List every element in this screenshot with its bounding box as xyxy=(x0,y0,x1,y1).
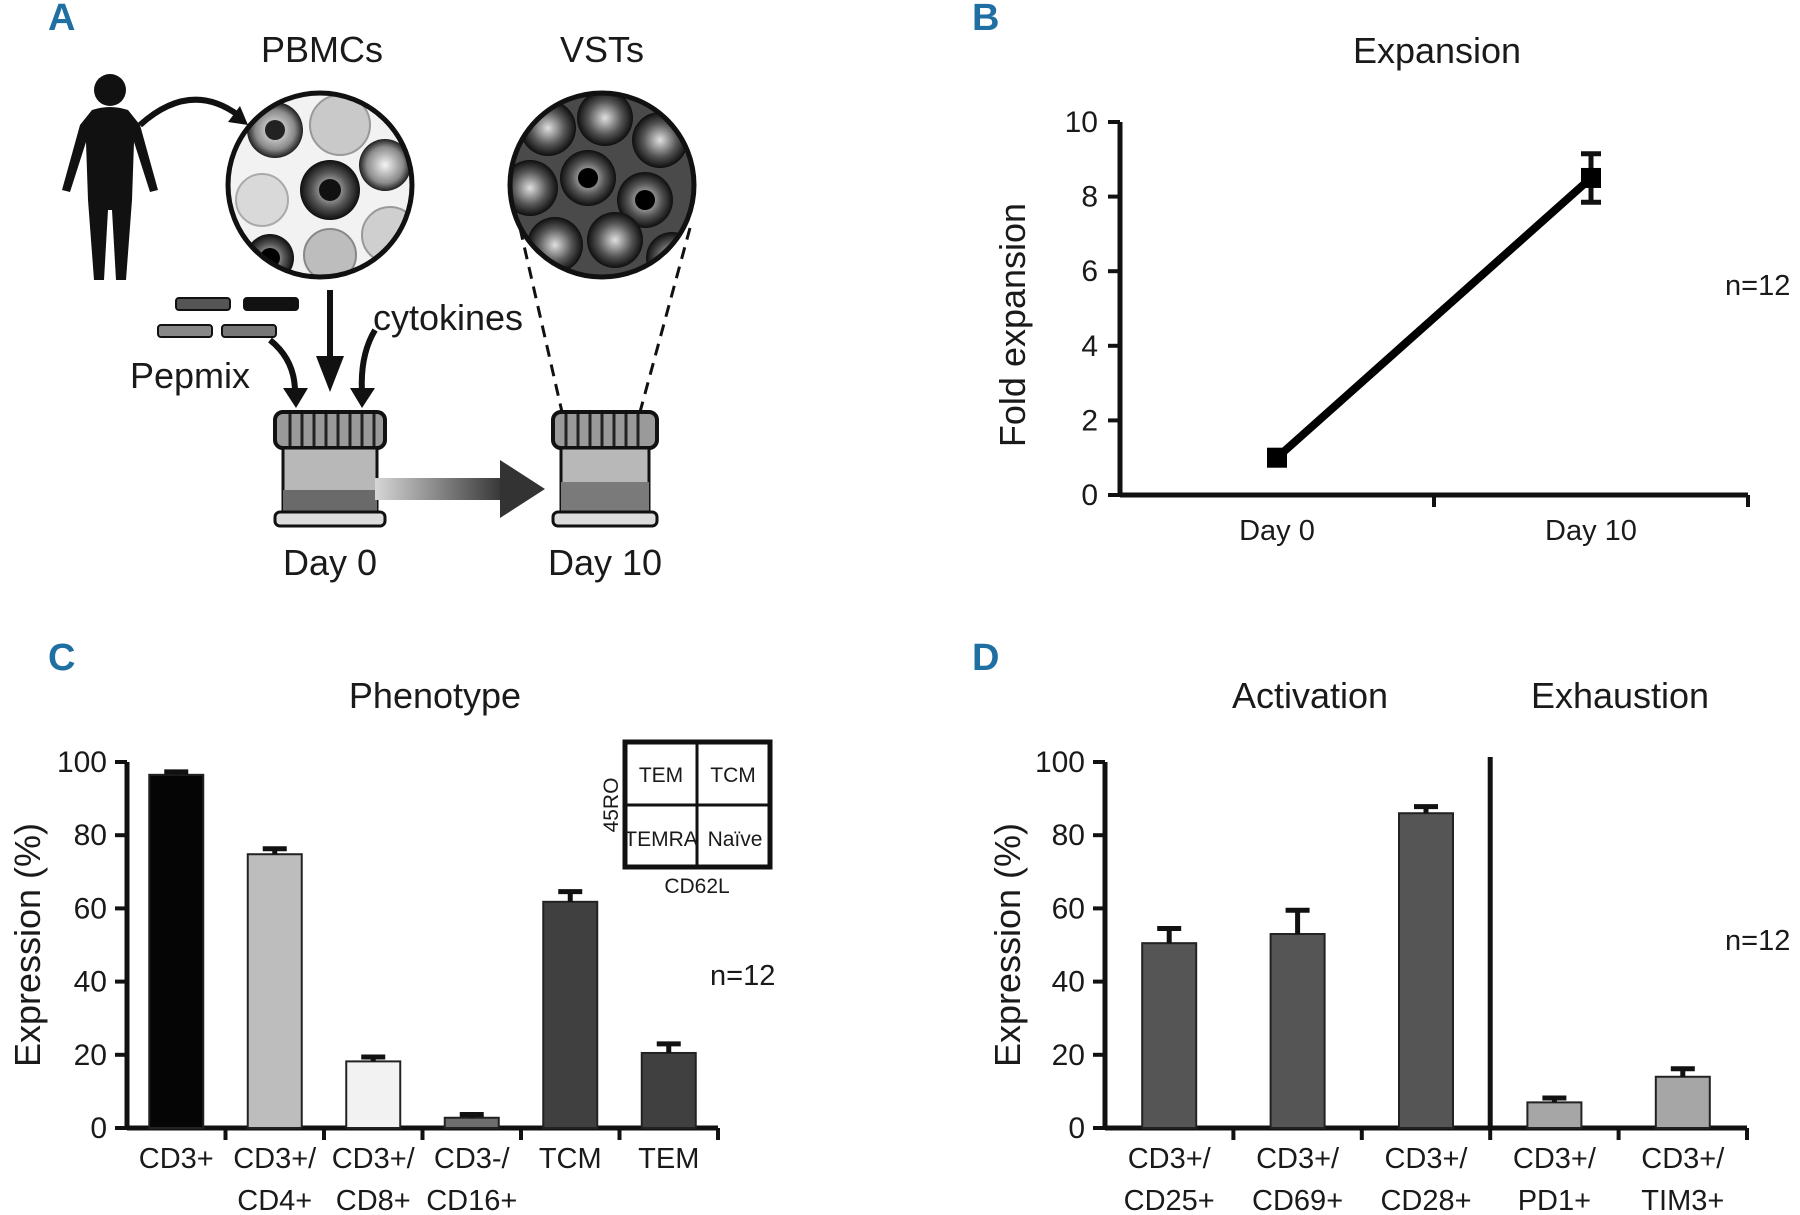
y-tick-label: 4 xyxy=(1081,330,1098,363)
x-tick-label: Day 0 xyxy=(1239,515,1315,547)
chart-b-plot-area: 0 2 4 6 8 10 Day 0 Day 10 xyxy=(1065,106,1750,547)
x-tick-label: CD69+ xyxy=(1252,1185,1343,1215)
x-tick-label: CD3+/ xyxy=(332,1143,416,1175)
x-tick-label: TEM xyxy=(638,1143,699,1175)
data-point xyxy=(1581,167,1601,188)
flask-day10-icon xyxy=(551,410,659,528)
day0-label: Day 0 xyxy=(283,542,377,583)
chart-b-sample-size: n=12 xyxy=(1725,270,1790,302)
y-tick-label: 20 xyxy=(1052,1039,1085,1072)
chart-c-title: Phenotype xyxy=(349,675,521,716)
vst-cells-icon xyxy=(510,93,694,277)
inset-tem: TEM xyxy=(639,764,683,787)
x-tick-label: CD28+ xyxy=(1380,1185,1471,1215)
bar xyxy=(1141,942,1198,1129)
pepmix-label: Pepmix xyxy=(130,355,250,396)
y-tick-label: 60 xyxy=(1052,892,1085,925)
data-point xyxy=(1267,447,1287,468)
bar xyxy=(443,1116,500,1129)
x-tick-label: CD3+/ xyxy=(1641,1143,1725,1175)
x-tick-label: CD3+ xyxy=(139,1143,214,1175)
memory-subset-inset: TEM TCM TEMRA Naïve 45RO CD62L xyxy=(600,739,773,898)
x-tick-label: CD3-/ xyxy=(434,1143,511,1175)
bar xyxy=(148,773,205,1129)
y-tick-label: 80 xyxy=(1052,819,1085,852)
flask-day0-icon xyxy=(273,410,387,528)
y-tick-label: 80 xyxy=(74,819,107,852)
x-tick-label: PD1+ xyxy=(1518,1185,1591,1215)
day10-label: Day 10 xyxy=(548,542,662,583)
pbmc-cells-icon xyxy=(228,93,412,277)
y-tick-label: 40 xyxy=(74,966,107,999)
arrows-into-flask-icon xyxy=(268,290,378,393)
x-tick-label: TIM3+ xyxy=(1641,1185,1724,1215)
cytokines-label: cytokines xyxy=(373,297,523,338)
x-tick-label: TCM xyxy=(539,1143,602,1175)
x-tick-label: CD4+ xyxy=(237,1185,312,1215)
chart-d-sample-size: n=12 xyxy=(1725,925,1790,957)
y-tick-label: 0 xyxy=(1081,479,1098,512)
chart-b-title: Expansion xyxy=(1353,30,1521,71)
y-tick-label: 40 xyxy=(1052,966,1085,999)
x-tick-label: CD3+/ xyxy=(233,1143,317,1175)
chart-b-y-axis-label: Fold expansion xyxy=(992,203,1033,447)
dashed-line-left xyxy=(518,227,564,413)
x-tick-label: CD16+ xyxy=(426,1185,517,1215)
x-tick-label: CD3+/ xyxy=(1513,1143,1597,1175)
bar xyxy=(542,900,599,1130)
vst-label: VSTs xyxy=(560,29,644,70)
x-tick-label: Day 10 xyxy=(1545,515,1637,547)
inset-tcm: TCM xyxy=(710,764,756,787)
chart-d-title-activation: Activation xyxy=(1232,675,1388,716)
inset-y-label: 45RO xyxy=(600,778,623,833)
y-tick-label: 10 xyxy=(1065,106,1098,139)
y-tick-label: 0 xyxy=(1068,1112,1085,1145)
panel-b-chart: Expansion Fold expansion n=12 0 2 4 6 8 10 Day… xyxy=(992,30,1790,547)
chart-d-y-axis-label: Expression (%) xyxy=(987,823,1028,1067)
x-tick-label: CD3+/ xyxy=(1256,1143,1340,1175)
x-tick-label: CD8+ xyxy=(336,1185,411,1215)
panel-d-chart: Activation Exhaustion Expression (%) n=1… xyxy=(987,675,1790,1215)
inset-naive: Naïve xyxy=(708,828,763,851)
chart-c-y-axis-label: Expression (%) xyxy=(7,823,48,1067)
chart-d-plot-area: 0 20 40 60 80 100 CD3+/ CD25+ CD3+/ CD69+ CD3+/ CD2… xyxy=(1035,746,1749,1215)
y-tick-label: 0 xyxy=(90,1112,107,1145)
y-tick-label: 6 xyxy=(1081,255,1098,288)
panel-letter-a: A xyxy=(48,0,75,39)
inset-x-label: CD62L xyxy=(664,875,729,898)
x-tick-label: CD3+/ xyxy=(1128,1143,1212,1175)
chart-c-sample-size: n=12 xyxy=(710,960,775,992)
y-tick-label: 8 xyxy=(1081,181,1098,214)
bar xyxy=(345,1060,402,1129)
bar xyxy=(1526,1101,1583,1130)
dashed-line-right xyxy=(638,227,692,413)
y-tick-label: 2 xyxy=(1081,404,1098,437)
bar xyxy=(1398,812,1454,1129)
bar xyxy=(1269,933,1326,1130)
panel-letter-d: D xyxy=(972,637,999,679)
bar xyxy=(246,853,303,1129)
chart-d-title-exhaustion: Exhaustion xyxy=(1531,675,1709,716)
panel-letter-b: B xyxy=(972,0,999,39)
bar xyxy=(1654,1075,1711,1130)
x-tick-label: CD3+/ xyxy=(1384,1143,1468,1175)
arrow-human-to-pbmc-icon xyxy=(137,96,240,128)
panel-a-schematic: PBMCs VSTs xyxy=(62,29,697,583)
y-tick-label: 60 xyxy=(74,892,107,925)
pepmix-peptides-icon xyxy=(157,297,299,338)
pbmc-label: PBMCs xyxy=(261,29,383,70)
inset-temra: TEMRA xyxy=(624,828,698,851)
expansion-arrow-icon xyxy=(375,460,545,518)
series-line xyxy=(1274,174,1594,461)
chart-c-plot-area: 0 20 40 60 80 100 CD3+ CD3+/ CD4+ CD3+/ CD8+ CD3-/ C… xyxy=(57,746,720,1215)
y-tick-label: 100 xyxy=(1035,746,1085,779)
y-tick-label: 20 xyxy=(74,1039,107,1072)
x-tick-label: CD25+ xyxy=(1124,1185,1215,1215)
panel-c-chart: Phenotype Expression (%) n=12 0 20 40 60 80 1… xyxy=(7,675,775,1215)
bar xyxy=(640,1051,697,1129)
panel-letter-c: C xyxy=(48,637,75,679)
human-silhouette-icon xyxy=(62,74,158,280)
y-tick-label: 100 xyxy=(57,746,107,779)
